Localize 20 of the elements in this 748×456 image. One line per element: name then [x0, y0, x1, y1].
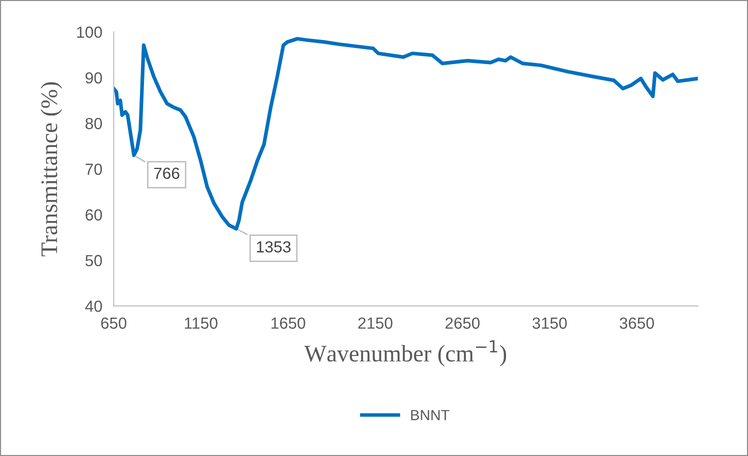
y-tick-label: 40 — [85, 300, 102, 312]
x-tick-label: 3650 — [620, 318, 654, 329]
y-tick-label: 90 — [86, 72, 102, 84]
y-tick-label: 100 — [77, 26, 102, 38]
x-tick-label: 1150 — [184, 318, 218, 329]
x-axis-title: Wavenumber (cm$^{−1}$) — [304, 340, 506, 366]
y-tick-label: 50 — [85, 254, 102, 266]
legend-label: BNNT — [411, 410, 450, 420]
x-tick-label: 2150 — [358, 318, 392, 329]
x-tick-label: 1650 — [272, 318, 306, 329]
annotation: 1353 — [256, 241, 291, 253]
x-tick-label: 650 — [101, 318, 126, 329]
y-tick-label: 80 — [86, 118, 102, 130]
line-series — [114, 36, 698, 231]
x-tick-label: 2650 — [446, 318, 480, 329]
y-axis-title: Transmittance (%) — [40, 82, 62, 256]
x-tick-label: 3150 — [532, 318, 567, 329]
y-tick-label: 60 — [86, 209, 102, 221]
y-tick-label: 70 — [86, 164, 102, 175]
annotation: 766 — [154, 168, 180, 179]
